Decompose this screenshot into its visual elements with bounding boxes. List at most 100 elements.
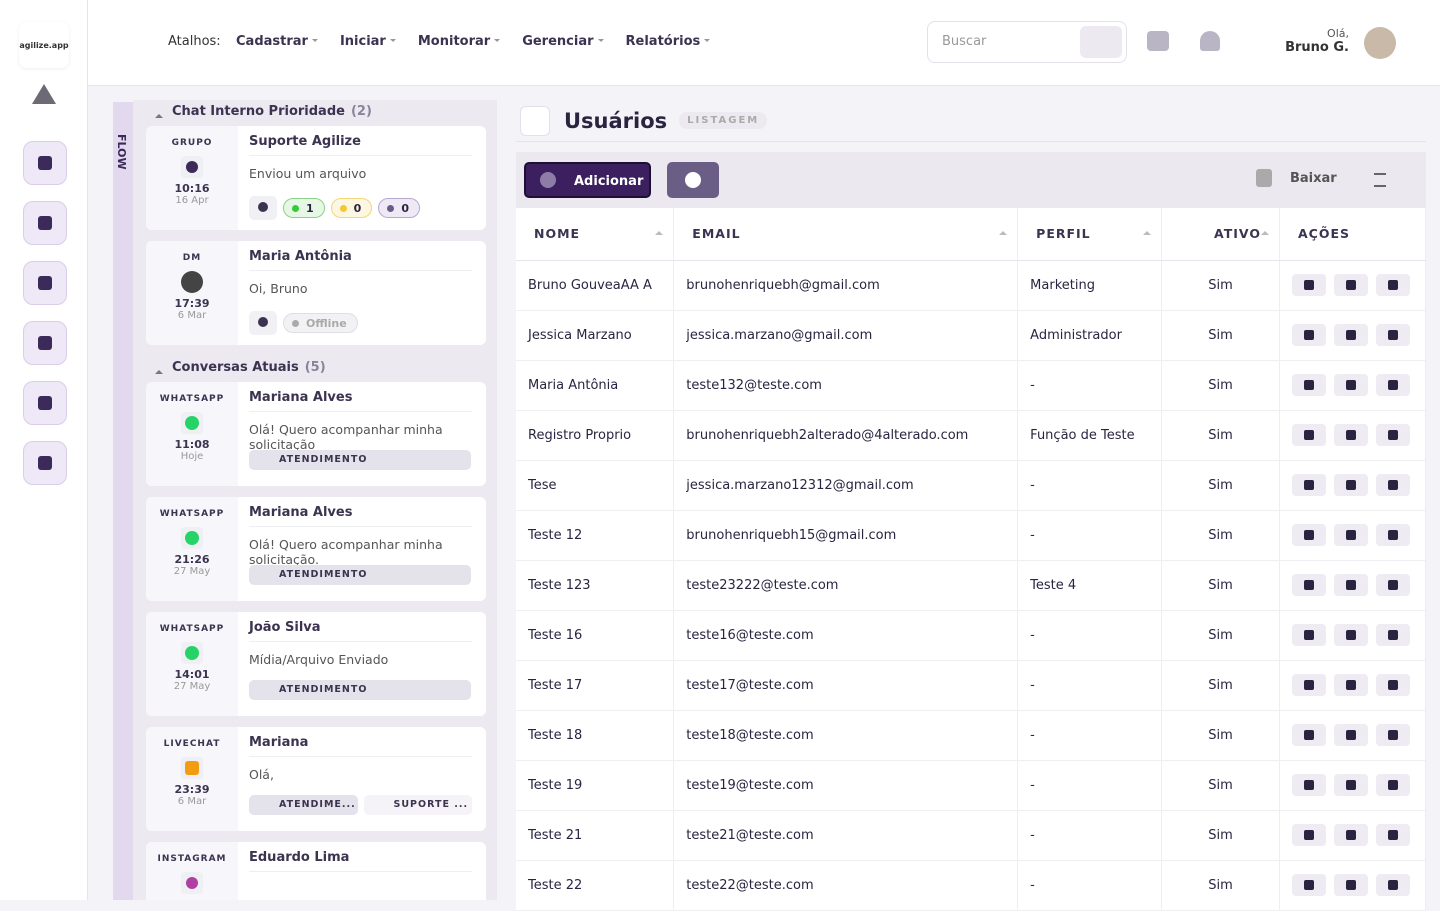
avatar[interactable] (1364, 27, 1396, 59)
cell: Bruno GouveaAA A (516, 260, 675, 311)
chat-meta: WHATSAPP 14:01 27 May (146, 612, 238, 716)
view-button[interactable] (1291, 474, 1326, 496)
flow-label: FLOW (115, 134, 128, 170)
chat-card[interactable]: LIVECHAT 23:39 6 Mar Mariana Olá, ATENDIME...… (146, 727, 486, 831)
view-button[interactable] (1291, 874, 1326, 896)
cell: Maria Antônia (516, 360, 675, 411)
channel: DM (182, 253, 202, 263)
delete-button[interactable] (1375, 724, 1410, 746)
actions-cell (1279, 860, 1427, 911)
column-header[interactable]: ATIVO (1161, 208, 1280, 261)
logo[interactable]: agilize.app (19, 22, 69, 68)
delete-button[interactable] (1375, 624, 1410, 646)
chat-card[interactable]: WHATSAPP 11:08 Hoje Mariana Alves Olá! Quero… (146, 382, 486, 486)
menu-item[interactable]: Monitorar (418, 34, 500, 49)
bell-icon[interactable] (1200, 31, 1220, 51)
video-icon[interactable] (1147, 31, 1169, 51)
column-header[interactable]: EMAIL (673, 208, 1019, 261)
tags: ATENDIMENTO (249, 450, 472, 470)
delete-button[interactable] (1375, 524, 1410, 546)
view-button[interactable] (1291, 624, 1326, 646)
view-button[interactable] (1291, 424, 1326, 446)
view-button[interactable] (1291, 824, 1326, 846)
chat-card[interactable]: GRUPO 10:16 16 Apr Suporte Agilize Enviou um… (146, 126, 486, 230)
edit-button[interactable] (1333, 424, 1368, 446)
edit-button[interactable] (1333, 474, 1368, 496)
nav-button[interactable] (23, 141, 67, 185)
edit-button[interactable] (1333, 674, 1368, 696)
cell: Jessica Marzano (516, 310, 675, 361)
section-header[interactable]: Chat Interno Prioridade (2) (133, 100, 497, 126)
cell: teste132@teste.com (673, 360, 1019, 411)
actions-cell (1279, 360, 1427, 411)
nav-button[interactable] (23, 441, 67, 485)
menu-item[interactable]: Relatórios (626, 34, 711, 49)
actions (1291, 674, 1413, 696)
view-button[interactable] (1291, 774, 1326, 796)
delete-button[interactable] (1375, 374, 1410, 396)
delete-button[interactable] (1375, 324, 1410, 346)
delete-button[interactable] (1375, 874, 1410, 896)
list-menu[interactable] (1374, 171, 1410, 187)
search[interactable]: Buscar (927, 21, 1127, 63)
delete-button[interactable] (1375, 274, 1410, 296)
edit-button[interactable] (1333, 774, 1368, 796)
download-button[interactable]: Baixar (1256, 163, 1337, 187)
actions (1291, 274, 1413, 296)
message: Olá, (249, 767, 274, 782)
delete-button[interactable] (1375, 574, 1410, 596)
status: Offline (283, 313, 358, 333)
edit-button[interactable] (1333, 324, 1368, 346)
message: Oi, Bruno (249, 281, 308, 296)
edit-button[interactable] (1333, 874, 1368, 896)
user-box[interactable]: Olá, Bruno G. (1285, 27, 1349, 55)
menu-item[interactable]: Iniciar (340, 34, 396, 49)
cell: - (1017, 860, 1163, 911)
view-button[interactable] (1291, 574, 1326, 596)
edit-button[interactable] (1333, 824, 1368, 846)
column-header: AÇÕES (1279, 208, 1427, 261)
view-button[interactable] (1291, 324, 1326, 346)
chat-card[interactable]: INSTAGRAM Eduardo Lima (146, 842, 486, 900)
delete-button[interactable] (1375, 774, 1410, 796)
edit-button[interactable] (1333, 574, 1368, 596)
view-button[interactable] (1291, 274, 1326, 296)
delete-button[interactable] (1375, 474, 1410, 496)
nav-button[interactable] (23, 201, 67, 245)
edit-button[interactable] (1333, 274, 1368, 296)
menu-item[interactable]: Cadastrar (236, 34, 318, 49)
menu-item[interactable]: Gerenciar (522, 34, 603, 49)
column-header[interactable]: NOME (516, 208, 675, 261)
menu: Cadastrar Iniciar Monitorar Gerenciar Relató… (236, 34, 710, 49)
view-button[interactable] (1291, 674, 1326, 696)
delete-button[interactable] (1375, 424, 1410, 446)
nav-button[interactable] (23, 261, 67, 305)
add-button[interactable]: Adicionar (524, 162, 651, 198)
flow-tab[interactable]: FLOW (113, 102, 133, 900)
section-title: Conversas Atuais (172, 360, 299, 375)
section-header[interactable]: Conversas Atuais (5) (133, 356, 497, 382)
edit-button[interactable] (1333, 624, 1368, 646)
search-button[interactable] (1080, 26, 1122, 58)
edit-button[interactable] (1333, 724, 1368, 746)
time: 14:01 (174, 668, 210, 681)
message: Enviou um arquivo (249, 166, 367, 181)
table-row: Teste 12 brunohenriquebh15@gmail.com - Sim (516, 510, 1427, 561)
view-button[interactable] (1291, 524, 1326, 546)
chat-body: Eduardo Lima (238, 842, 486, 900)
view-button[interactable] (1291, 724, 1326, 746)
edit-button[interactable] (1333, 524, 1368, 546)
chat-card[interactable]: WHATSAPP 14:01 27 May João Silva Mídia/Arqui… (146, 612, 486, 716)
chat-card[interactable]: WHATSAPP 21:26 27 May Mariana Alves Olá! Que… (146, 497, 486, 601)
section-count: (5) (304, 360, 326, 375)
nav-button[interactable] (23, 381, 67, 425)
delete-button[interactable] (1375, 824, 1410, 846)
nav-button[interactable] (23, 321, 67, 365)
info-button[interactable] (667, 162, 719, 198)
delete-button[interactable] (1375, 674, 1410, 696)
column-header[interactable]: PERFIL (1017, 208, 1163, 261)
edit-button[interactable] (1333, 374, 1368, 396)
view-button[interactable] (1291, 374, 1326, 396)
chat-card[interactable]: DM 17:39 6 Mar Maria Antônia Oi, Bruno Offlin… (146, 241, 486, 345)
